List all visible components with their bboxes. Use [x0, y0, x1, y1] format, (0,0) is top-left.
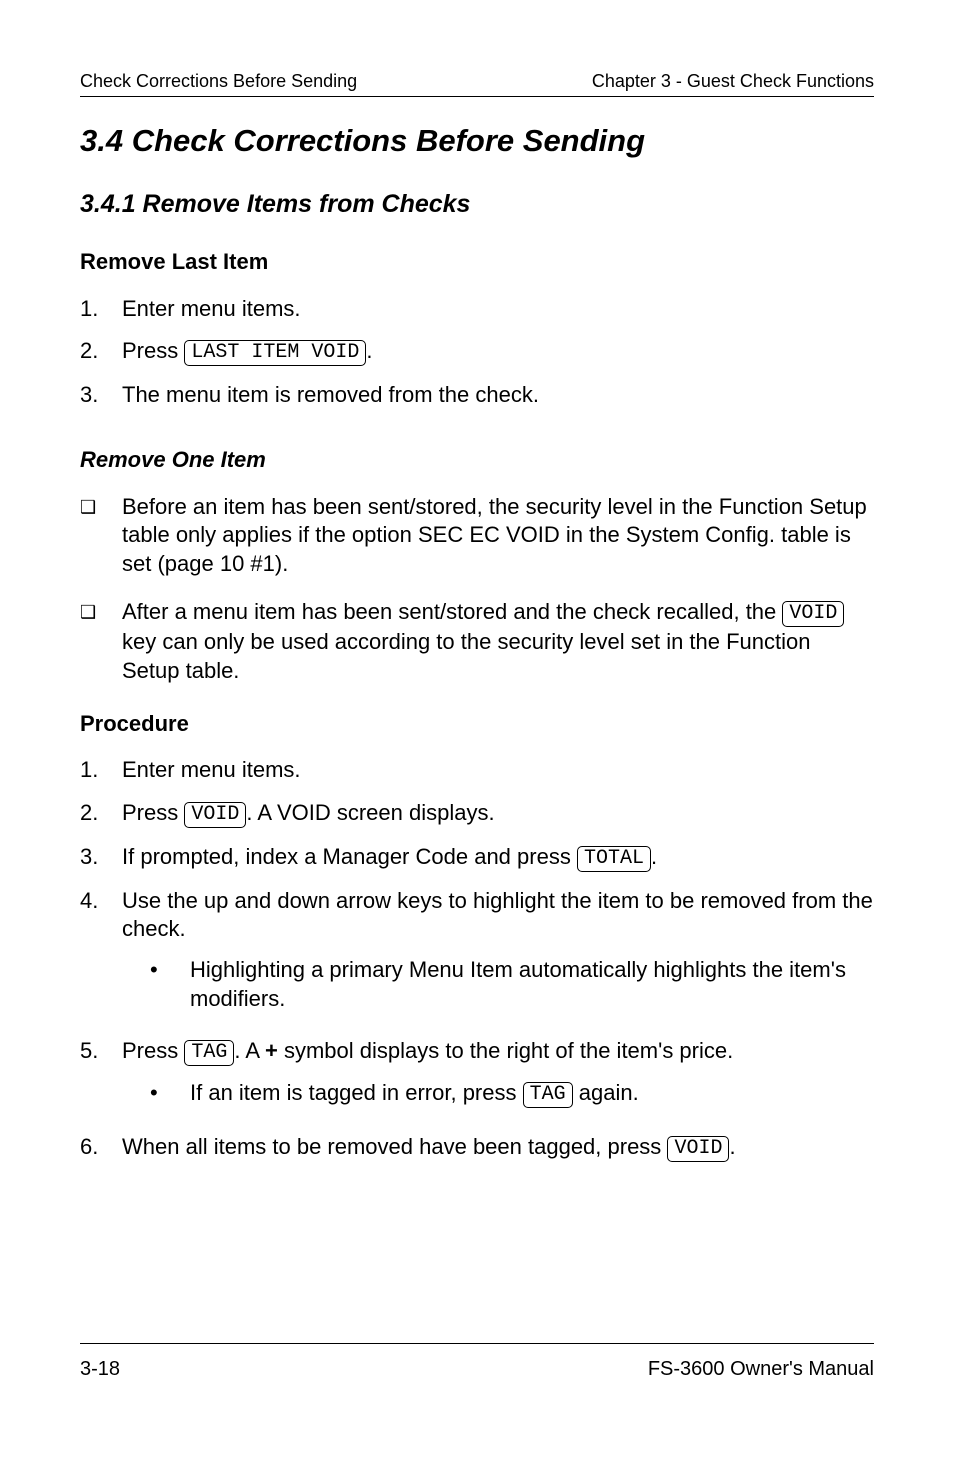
step-number: 4.	[80, 887, 122, 916]
bullet-marker: ❑	[80, 493, 122, 579]
procedure-steps: 1. Enter menu items. 2. Press VOID. A VO…	[80, 756, 874, 1163]
header-right: Chapter 3 - Guest Check Functions	[592, 70, 874, 93]
list-item: 2. Press VOID. A VOID screen displays.	[80, 799, 874, 829]
keycap-tag: TAG	[184, 1040, 234, 1066]
bullet-marker: •	[150, 1079, 190, 1109]
step-number: 3.	[80, 843, 122, 872]
procedure-heading: Procedure	[80, 710, 874, 739]
page-header: Check Corrections Before Sending Chapter…	[80, 70, 874, 97]
page-footer: 3-18 FS-3600 Owner's Manual	[80, 1343, 874, 1382]
step-number: 2.	[80, 337, 122, 366]
subsection-title: 3.4.1 Remove Items from Checks	[80, 188, 874, 221]
footer-manual-title: FS-3600 Owner's Manual	[648, 1356, 874, 1382]
list-item: 5. Press TAG. A + symbol displays to the…	[80, 1037, 874, 1119]
step-text: Enter menu items.	[122, 756, 874, 785]
list-item: 6. When all items to be removed have bee…	[80, 1133, 874, 1163]
bullet-marker: •	[150, 956, 190, 1013]
step-text: Press VOID. A VOID screen displays.	[122, 799, 874, 829]
step-text: When all items to be removed have been t…	[122, 1133, 874, 1163]
sub-text: If an item is tagged in error, press TAG…	[190, 1079, 639, 1109]
list-item: • If an item is tagged in error, press T…	[122, 1079, 874, 1109]
step-text: Press LAST ITEM VOID.	[122, 337, 874, 367]
keycap-void: VOID	[782, 601, 844, 627]
step-number: 1.	[80, 756, 122, 785]
sub-list: • Highlighting a primary Menu Item autom…	[122, 956, 874, 1013]
header-left: Check Corrections Before Sending	[80, 70, 357, 93]
remove-last-heading: Remove Last Item	[80, 248, 874, 277]
step-number: 1.	[80, 295, 122, 324]
remove-one-bullets: ❑ Before an item has been sent/stored, t…	[80, 493, 874, 686]
keycap-void: VOID	[667, 1136, 729, 1162]
sub-text: Highlighting a primary Menu Item automat…	[190, 956, 874, 1013]
list-item: • Highlighting a primary Menu Item autom…	[122, 956, 874, 1013]
keycap-last-item-void: LAST ITEM VOID	[184, 340, 366, 366]
bullet-text: Before an item has been sent/stored, the…	[122, 493, 874, 579]
step-text: Use the up and down arrow keys to highli…	[122, 887, 874, 1023]
list-item: 4. Use the up and down arrow keys to hig…	[80, 887, 874, 1023]
keycap-tag: TAG	[523, 1082, 573, 1108]
remove-one-heading: Remove One Item	[80, 446, 874, 475]
footer-page-number: 3-18	[80, 1356, 120, 1382]
step-text: Press TAG. A + symbol displays to the ri…	[122, 1037, 874, 1119]
list-item: 2. Press LAST ITEM VOID.	[80, 337, 874, 367]
step-text: The menu item is removed from the check.	[122, 381, 874, 410]
remove-last-steps: 1. Enter menu items. 2. Press LAST ITEM …	[80, 295, 874, 410]
list-item: 3. If prompted, index a Manager Code and…	[80, 843, 874, 873]
keycap-void: VOID	[184, 802, 246, 828]
list-item: ❑ Before an item has been sent/stored, t…	[80, 493, 874, 579]
list-item: 1. Enter menu items.	[80, 295, 874, 324]
step-number: 5.	[80, 1037, 122, 1066]
section-title: 3.4 Check Corrections Before Sending	[80, 121, 874, 161]
list-item: ❑ After a menu item has been sent/stored…	[80, 598, 874, 685]
step-number: 6.	[80, 1133, 122, 1162]
step-number: 3.	[80, 381, 122, 410]
step-number: 2.	[80, 799, 122, 828]
step-text: If prompted, index a Manager Code and pr…	[122, 843, 874, 873]
bullet-marker: ❑	[80, 598, 122, 685]
keycap-total: TOTAL	[577, 846, 651, 872]
sub-list: • If an item is tagged in error, press T…	[122, 1079, 874, 1109]
list-item: 3. The menu item is removed from the che…	[80, 381, 874, 410]
bullet-text: After a menu item has been sent/stored a…	[122, 598, 874, 685]
step-text: Enter menu items.	[122, 295, 874, 324]
list-item: 1. Enter menu items.	[80, 756, 874, 785]
